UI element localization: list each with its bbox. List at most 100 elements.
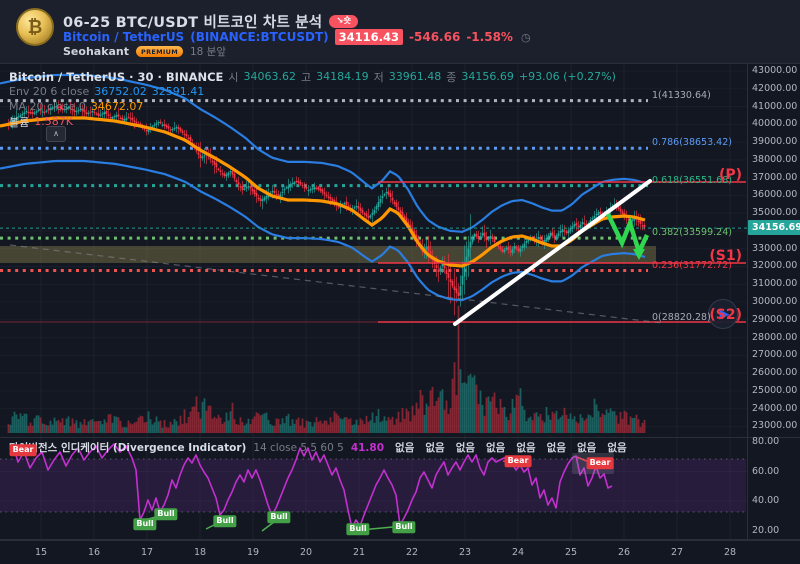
divergence-value: 41.80 [350,441,385,454]
bear-divergence-badge[interactable]: Bear [504,455,532,467]
ma-name: MA 20 close 0 [9,100,86,113]
bull-divergence-badge[interactable]: Bull [392,521,416,533]
time-axis[interactable]: 15 16 17 18 19 20 21 22 23 24 25 26 27 28 [0,540,800,564]
play-button[interactable]: ▶ [708,299,738,329]
legend-env-row[interactable]: Env 20 6 close 36752.02 32591.41 [9,84,616,99]
time-axis-label: 24 [511,547,525,558]
time-axis-label: 17 [140,547,154,558]
price-axis-label: 23000.00 [752,420,798,432]
divergence-flag: 없음 [607,442,627,454]
author-name[interactable]: Seohakant [63,45,130,58]
time-axis-label: 21 [352,547,366,558]
low-value: 33961.48 [388,70,442,83]
divergence-flag: 없음 [455,442,476,454]
price-axis-label: 25000.00 [752,384,798,396]
price-axis-border [747,64,748,540]
bear-divergence-badge[interactable]: Bear [9,444,37,456]
symbol-exchange-link[interactable]: (BINANCE:BTCUSDT) [190,30,329,44]
open-label: 시 [228,70,239,84]
bull-divergence-badge[interactable]: Bull [154,508,178,520]
price-axis-label: 36000.00 [752,189,798,201]
divergence-indicator-legend[interactable]: 다이버전스 인디케이터 (Divergence Indicator) 14 cl… [9,440,627,455]
legend-symbol[interactable]: Bitcoin / TetherUS · 30 · BINANCE [9,69,224,84]
bull-divergence-badge[interactable]: Bull [267,511,291,523]
bitcoin-icon: ₿ [27,16,43,38]
divergence-title: 다이버전스 인디케이터 (Divergence Indicator) [9,442,247,454]
time-axis-label: 19 [246,547,260,558]
price-axis-label: 30000.00 [752,296,798,308]
price-axis-label: 41000.00 [752,100,798,112]
fib-level-label: 0.786(38653.42) [652,137,732,149]
time-axis-label: 28 [723,547,737,558]
close-value: 34156.69 [461,70,514,83]
play-icon: ▶ [719,306,730,322]
current-price-badge: 34156.69 [748,220,800,236]
ma-value: 34672.07 [90,100,144,113]
collapse-pane-button[interactable]: ∧ [46,126,66,142]
pane-divider-bottom[interactable] [0,539,800,540]
time-axis-label: 16 [87,547,101,558]
pivot-label: (S2) [709,307,742,323]
price-axis-label: 39000.00 [752,136,798,148]
bull-divergence-badge[interactable]: Bull [213,515,237,527]
price-axis-label: 31000.00 [752,278,798,290]
bull-divergence-badge[interactable]: Bull [133,518,157,530]
price-change-pct: -1.58% [466,30,513,44]
time-axis-label: 27 [670,547,684,558]
fib-level-label: 0.618(36551.68) [652,174,732,186]
idea-title[interactable]: 06-25 BTC/USDT 비트코인 차트 분석 [63,15,323,31]
time-axis-label: 15 [34,547,48,558]
price-axis-label: 27000.00 [752,349,798,361]
clock-icon: ◷ [520,30,531,44]
time-axis-label: 23 [458,547,472,558]
pivot-label: (P) [718,167,742,183]
bull-divergence-badge[interactable]: Bull [346,523,370,535]
bear-divergence-badge[interactable]: Bear [586,457,614,469]
legend-symbol-row[interactable]: Bitcoin / TetherUS · 30 · BINANCE 시 34063… [9,69,616,84]
legend-volume-row[interactable]: 볼륨 1.587K [9,114,616,129]
price-axis-label: 33000.00 [752,242,798,254]
price-axis-label: 35000.00 [752,207,798,219]
divergence-flag: 없음 [577,442,597,454]
env-name: Env 20 6 close [9,85,90,98]
high-value: 34184.19 [316,70,369,83]
divergence-flags: 없음 없음 없음 없음 없음 없음 없음 없음 [395,440,627,455]
bar-change: +93.06 (+0.27%) [518,70,616,83]
price-axis-label: 43000.00 [752,65,798,76]
close-label: 종 [446,70,457,84]
fib-level-label: 0.382(33599.24) [652,227,732,239]
indicator-axis-label: 80.00 [752,436,780,447]
volume-value: 1.587K [34,115,73,128]
divergence-flag: 없음 [516,442,536,454]
price-change: -546.66 [409,30,461,44]
legend-ma-row[interactable]: MA 20 close 0 34672.07 [9,99,616,114]
price-axis-label: 32000.00 [752,260,798,272]
price-axis-label: 29000.00 [752,313,798,325]
divergence-flag: 없음 [486,442,506,454]
divergence-flag: 없음 [425,442,445,454]
symbol-link[interactable]: Bitcoin / TetherUS [63,30,185,44]
divergence-params: 14 close 5 5 60 5 [253,441,344,454]
price-axis-label: 40000.00 [752,118,798,130]
pane-divider[interactable] [0,437,800,438]
divergence-flag: 없음 [395,442,415,454]
high-label: 고 [301,70,312,84]
chevron-up-icon: ∧ [53,129,59,138]
env-lower-value: 32591.41 [151,85,205,98]
price-axis-label: 38000.00 [752,153,798,165]
price-axis-label: 37000.00 [752,171,798,183]
time-axis-label: 25 [564,547,578,558]
indicator-axis-label: 20.00 [752,524,780,536]
price-axis-label: 42000.00 [752,82,798,94]
open-value: 34063.62 [243,70,297,83]
fib-level-label: 0.236(31772.72) [652,259,732,271]
low-label: 저 [373,70,384,84]
price-axis-label: 24000.00 [752,402,798,414]
time-axis-label: 20 [299,547,313,558]
bitcoin-coin-logo: ₿ [16,8,54,46]
idea-header: ₿ 06-25 BTC/USDT 비트코인 차트 분석 ↘숏 Bitcoin /… [0,0,800,64]
env-upper-value: 36752.02 [94,85,147,98]
short-direction-badge: ↘숏 [329,14,359,29]
divergence-flag: 없음 [546,442,566,454]
